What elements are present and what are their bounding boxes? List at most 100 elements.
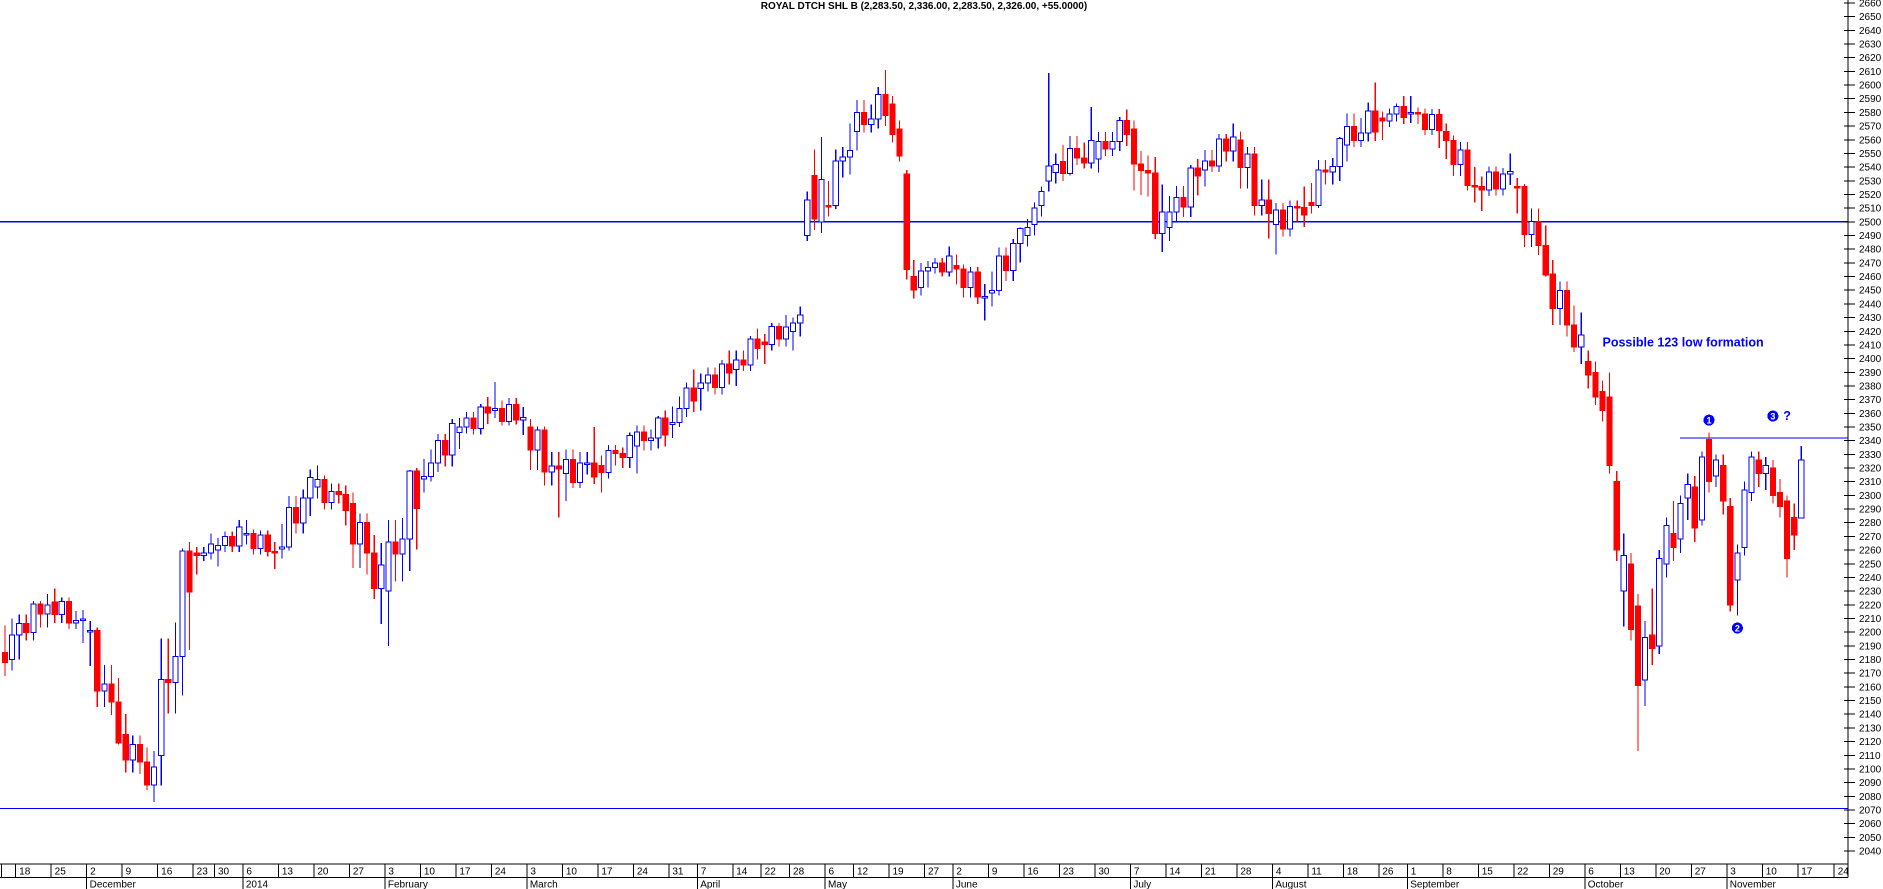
- week-label: 10: [424, 867, 436, 878]
- candle: [1152, 157, 1159, 239]
- candle: [1741, 481, 1748, 556]
- y-axis-label: 2510: [1859, 204, 1882, 215]
- candle: [1542, 225, 1549, 277]
- candle: [1571, 305, 1578, 353]
- candle: [470, 411, 477, 435]
- candle: [151, 751, 158, 802]
- week-label: 11: [1311, 867, 1322, 878]
- candle: [768, 323, 775, 351]
- candle: [1081, 142, 1088, 169]
- candle: [300, 489, 307, 534]
- candle: [555, 451, 562, 518]
- candle: [1400, 96, 1407, 125]
- candle: [1244, 147, 1251, 189]
- candle: [1365, 102, 1372, 142]
- candle: [65, 597, 73, 629]
- candle: [442, 433, 449, 467]
- candle: [1180, 185, 1187, 218]
- candle: [1507, 153, 1514, 186]
- y-axis-label: 2220: [1859, 600, 1882, 611]
- candle: [775, 323, 782, 347]
- week-label: 23: [1063, 867, 1075, 878]
- week-label: 3: [530, 867, 536, 878]
- candle: [889, 96, 896, 143]
- week-label: 18: [1347, 867, 1359, 878]
- week-label: 25: [55, 867, 67, 878]
- y-axis-label: 2120: [1859, 737, 1882, 748]
- candle: [513, 397, 520, 425]
- candle: [1294, 200, 1301, 222]
- candle: [797, 306, 804, 337]
- candle: [72, 610, 80, 629]
- y-axis-label: 2550: [1859, 149, 1882, 160]
- month-label: November: [1730, 879, 1777, 889]
- candle: [278, 523, 285, 559]
- y-axis-label: 2590: [1859, 94, 1882, 105]
- y-axis-label: 2570: [1859, 122, 1882, 133]
- week-label: 2: [956, 867, 962, 878]
- candle: [356, 513, 364, 568]
- candle: [321, 475, 328, 510]
- y-axis-label: 2410: [1859, 340, 1882, 351]
- candle: [1251, 147, 1258, 216]
- week-label: 12: [857, 867, 869, 878]
- candle: [236, 520, 243, 553]
- y-axis-label: 2110: [1859, 751, 1881, 762]
- week-label: 13: [1624, 867, 1636, 878]
- candle: [932, 258, 939, 274]
- y-axis-label: 2600: [1859, 81, 1882, 92]
- week-label: 9: [992, 867, 998, 878]
- week-label: 28: [793, 867, 805, 878]
- candle: [1429, 109, 1436, 135]
- candle: [1421, 108, 1429, 135]
- y-axis-label: 2640: [1859, 26, 1882, 37]
- y-axis: 2660 2650 2640 2630 2620 2610 2600 2590 2580 2570…: [1844, 0, 1882, 878]
- svg-text:2: 2: [1735, 623, 1740, 633]
- candle: [1258, 179, 1265, 216]
- candle: [1620, 533, 1627, 627]
- candle: [129, 735, 136, 773]
- candle: [1627, 552, 1635, 641]
- candle: [1194, 158, 1201, 196]
- week-label: 1: [1411, 867, 1417, 878]
- y-axis-label: 2190: [1859, 641, 1882, 652]
- y-axis-label: 2180: [1859, 655, 1882, 666]
- week-label: 16: [1027, 867, 1039, 878]
- candle: [1265, 179, 1272, 239]
- candle: [761, 333, 768, 365]
- week-label: 17: [1801, 867, 1813, 878]
- y-axis-label: 2280: [1859, 518, 1882, 529]
- candle: [1606, 372, 1613, 474]
- candle: [477, 403, 484, 435]
- candle: [1038, 186, 1045, 217]
- candle: [179, 548, 186, 696]
- month-label: June: [956, 879, 978, 889]
- week-label: 3: [1730, 867, 1736, 878]
- y-axis-label: 2650: [1859, 12, 1882, 23]
- candle: [939, 258, 946, 277]
- y-axis-label: 2100: [1859, 764, 1882, 775]
- y-axis-label: 2090: [1859, 778, 1882, 789]
- y-axis-label: 2560: [1859, 135, 1882, 146]
- candle: [719, 359, 726, 395]
- candle: [1713, 454, 1720, 488]
- candle: [449, 418, 456, 467]
- y-axis-label: 2390: [1859, 368, 1882, 379]
- candle: [94, 627, 101, 708]
- candle: [569, 449, 577, 489]
- y-axis-label: 2330: [1859, 450, 1882, 461]
- candle: [257, 530, 264, 555]
- candle: [1315, 160, 1322, 208]
- candle: [1514, 178, 1521, 214]
- candle: [1088, 106, 1095, 169]
- candle: [995, 247, 1003, 296]
- candle: [903, 169, 910, 280]
- month-label: December: [90, 879, 137, 889]
- candle: [967, 266, 974, 298]
- candle: [1208, 149, 1216, 172]
- week-label: 31: [672, 867, 684, 878]
- candle: [200, 547, 207, 562]
- candle: [371, 534, 378, 600]
- y-axis-label: 2130: [1859, 723, 1882, 734]
